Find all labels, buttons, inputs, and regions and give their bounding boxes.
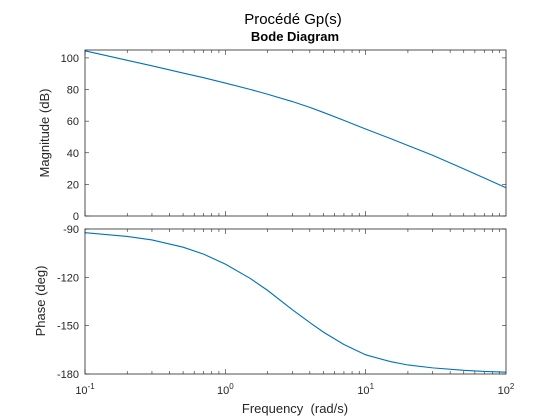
figure-subtitle: Bode Diagram <box>251 29 339 44</box>
magnitude-y-tick-label: 80 <box>67 85 79 97</box>
magnitude-axis-label: Magnitude (dB) <box>37 89 52 178</box>
figure-title: Procédé Gp(s) <box>244 11 342 28</box>
phase-panel: -90 -120 -150 -180 10-1 100 101 102 Phase (deg… <box>33 224 515 397</box>
frequency-x-tick-label: 100 <box>217 382 234 397</box>
magnitude-axes-box <box>84 49 507 217</box>
frequency-x-tick-label: 10-1 <box>75 382 95 397</box>
phase-line <box>84 232 507 373</box>
magnitude-y-tick-label: 20 <box>67 179 79 191</box>
magnitude-line <box>84 50 507 189</box>
magnitude-y-tick-label: 60 <box>67 116 79 128</box>
phase-y-tick-label: -180 <box>57 369 79 381</box>
magnitude-y-tick-label: 0 <box>73 211 79 223</box>
phase-y-tick-label: -120 <box>57 272 79 284</box>
phase-y-tick-label: -150 <box>57 321 79 333</box>
frequency-x-tick-label: 101 <box>357 382 374 397</box>
magnitude-y-tick-label: 40 <box>67 148 79 160</box>
phase-axes-box <box>84 228 507 375</box>
magnitude-y-tick-label: 100 <box>61 53 79 65</box>
magnitude-plot-area <box>85 50 506 216</box>
frequency-x-tick-label: 102 <box>498 382 515 397</box>
phase-plot-area <box>85 229 506 374</box>
phase-y-tick-label: -90 <box>63 224 79 236</box>
phase-axis-label: Phase (deg) <box>33 266 48 337</box>
magnitude-panel: 0 20 40 60 80 100 Magnitude (dB) <box>37 49 507 223</box>
frequency-axis-label: Frequency (rad/s) <box>242 401 348 416</box>
